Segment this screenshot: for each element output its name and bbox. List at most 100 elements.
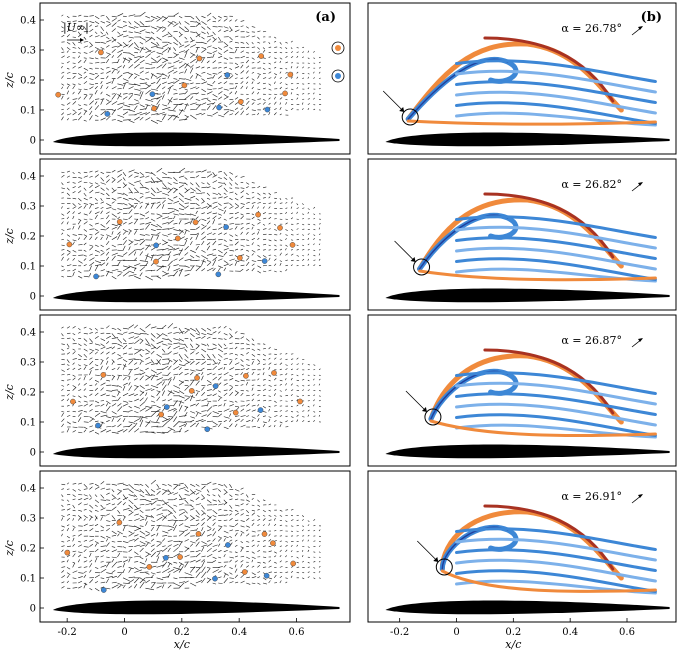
ftle-filament	[455, 80, 657, 104]
marker-blue	[261, 258, 268, 264]
vortex-markers	[70, 370, 303, 433]
z-axis-label: z/c	[3, 540, 16, 557]
ftle-filament	[455, 236, 657, 260]
marker-orange	[146, 564, 153, 570]
marker-blue	[163, 555, 169, 561]
freestream-arrowhead	[80, 38, 84, 42]
panel-frame	[367, 2, 677, 155]
marker-blue	[204, 426, 211, 433]
ftle-ridge-orange	[439, 509, 624, 581]
velocity-vectors	[61, 167, 321, 281]
z-tick-label: 0.2	[20, 76, 36, 87]
angle-of-attack-label: α = 26.82°	[561, 178, 622, 191]
ftle-filament	[455, 246, 657, 271]
velocity-vectors	[61, 479, 322, 592]
alpha-arrowhead	[638, 494, 643, 498]
marker-orange	[116, 519, 123, 526]
ftle-filament	[455, 548, 657, 572]
marker-orange	[290, 560, 296, 567]
marker-blue	[100, 587, 107, 593]
panel-frame	[39, 314, 351, 467]
z-axis: 0 0.1 0.2 0.3 0.4 z/c	[3, 16, 44, 147]
alpha-arrowhead	[638, 182, 643, 186]
marker-blue	[263, 572, 270, 579]
figure-row-2: 0 0.1 0.2 0.3 0.4 z/c α = 26.82°	[3, 158, 677, 311]
marker-orange	[116, 219, 123, 225]
marker-orange	[64, 549, 71, 556]
z-tick-label: 0	[30, 448, 36, 459]
separation-circle	[435, 558, 453, 576]
x-tick-label: 0.2	[174, 627, 190, 638]
marker-orange	[241, 569, 248, 575]
marker-blue	[212, 383, 219, 389]
z-axis-label: z/c	[3, 228, 16, 245]
marker-blue	[164, 404, 170, 410]
marker-orange	[243, 373, 249, 379]
vortex-markers	[66, 211, 296, 280]
marker-orange	[297, 398, 303, 405]
vortex-markers	[55, 49, 294, 117]
panel-label-a: (a)	[315, 10, 336, 25]
z-tick-label: 0.4	[20, 172, 36, 183]
marker-orange	[261, 531, 268, 537]
z-axis: 0 0.1 0.2 0.3 0.4 z/c	[3, 172, 44, 303]
figure-row-3: 0 0.1 0.2 0.3 0.4 z/c α = 26.87°	[3, 314, 677, 467]
z-tick-label: 0.4	[20, 484, 36, 495]
ftle-filament	[455, 413, 657, 437]
z-tick-label: 0	[30, 604, 36, 615]
ftle-panel: α = 26.82°	[367, 158, 677, 311]
z-tick-label: 0.3	[20, 46, 36, 57]
ftle-ridge-red	[483, 504, 615, 571]
z-tick-label: 0.2	[20, 232, 36, 243]
marker-blue	[153, 242, 159, 249]
ftle-ridge-lower	[406, 119, 657, 126]
marker-orange	[174, 235, 181, 242]
marker-orange	[282, 90, 288, 97]
rotation-cw-dot	[335, 73, 341, 79]
panel-label-b: (b)	[641, 10, 662, 25]
marker-orange	[151, 105, 157, 112]
marker-orange	[195, 531, 202, 537]
angle-of-attack-label: α = 26.91°	[561, 490, 622, 503]
marker-orange	[158, 411, 164, 418]
rotation-cw-icon	[331, 69, 345, 83]
ftle-ridge-lower	[429, 419, 657, 438]
marker-orange	[258, 53, 264, 59]
figure-row-1: 0 0.1 0.2 0.3 0.4 z/c (a) |U∞| α = 26.78° (b)	[3, 2, 677, 155]
ftle-ridge-red	[483, 348, 615, 415]
z-tick-label: 0.1	[20, 418, 36, 429]
piv-panel: 0 0.1 0.2 0.3 0.4 z/c (a) |U∞|	[3, 2, 351, 155]
panel-frame	[39, 470, 351, 623]
airfoil	[385, 132, 670, 147]
z-tick-label: 0.3	[20, 358, 36, 369]
velocity-vectors	[61, 323, 321, 435]
ftle-ridge-orange	[428, 353, 624, 425]
ftle-filament	[455, 569, 657, 593]
ftle-ridge-red	[483, 36, 615, 103]
airfoil	[52, 132, 340, 147]
ftle-filament	[455, 558, 657, 583]
marker-orange	[237, 255, 243, 261]
z-tick-label: 0.1	[20, 574, 36, 585]
vortex-markers	[64, 519, 296, 593]
z-tick-label: 0.3	[20, 202, 36, 213]
marker-blue	[264, 106, 271, 113]
z-axis: 0 0.1 0.2 0.3 0.4 z/c	[3, 484, 44, 615]
z-tick-label: 0	[30, 136, 36, 147]
separation-arrow	[394, 240, 415, 262]
figure-rows: 0 0.1 0.2 0.3 0.4 z/c (a) |U∞| α = 26.78° (b) 0 0.1…	[3, 2, 677, 623]
piv-panel: 0 0.1 0.2 0.3 0.4 z/c	[3, 314, 351, 467]
marker-blue	[223, 224, 229, 230]
marker-orange	[192, 219, 199, 226]
x-tick-label: 0.4	[231, 627, 247, 638]
ftle-ridges	[417, 192, 657, 283]
airfoil	[385, 444, 670, 459]
ftle-filament	[455, 537, 657, 562]
marker-orange	[100, 372, 107, 378]
ftle-filament	[455, 101, 657, 125]
ftle-ridge-red	[483, 192, 615, 259]
marker-blue	[93, 273, 99, 280]
ftle-panel: α = 26.78° (b)	[367, 2, 677, 155]
separation-arrow	[405, 390, 427, 412]
